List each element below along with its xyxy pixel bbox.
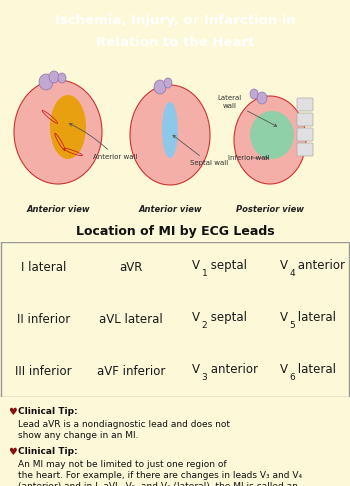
Ellipse shape — [250, 89, 258, 99]
Text: 2: 2 — [202, 321, 207, 330]
Text: Relation to the Heart: Relation to the Heart — [96, 36, 254, 50]
Text: Clinical Tip:: Clinical Tip: — [18, 447, 78, 456]
Text: V: V — [279, 363, 287, 376]
Text: anterior: anterior — [294, 260, 345, 272]
Text: septal: septal — [207, 311, 247, 324]
Text: Posterior view: Posterior view — [236, 206, 304, 214]
Text: 3: 3 — [202, 372, 208, 382]
Ellipse shape — [50, 95, 86, 159]
Text: Ischemia, Injury, or Infarction in: Ischemia, Injury, or Infarction in — [55, 15, 295, 27]
Text: V: V — [192, 260, 200, 272]
Text: anterior: anterior — [207, 363, 258, 376]
Text: (anterior) and in I, aVL, V₅, and V₆ (lateral), the MI is called an: (anterior) and in I, aVL, V₅, and V₆ (la… — [18, 482, 298, 486]
Text: 1: 1 — [202, 269, 208, 278]
Text: V: V — [192, 363, 200, 376]
Ellipse shape — [162, 102, 178, 158]
Text: Location of MI by ECG Leads: Location of MI by ECG Leads — [76, 225, 274, 238]
Ellipse shape — [250, 111, 294, 159]
Text: 6: 6 — [289, 372, 295, 382]
Ellipse shape — [58, 73, 66, 83]
Ellipse shape — [49, 71, 59, 83]
Ellipse shape — [14, 80, 102, 184]
Text: Anterior view: Anterior view — [26, 206, 90, 214]
Text: V: V — [279, 311, 287, 324]
FancyBboxPatch shape — [297, 143, 313, 156]
Text: ♥: ♥ — [8, 407, 17, 417]
FancyBboxPatch shape — [297, 98, 313, 111]
Text: Inferior wall: Inferior wall — [228, 155, 270, 161]
Ellipse shape — [164, 78, 172, 88]
Ellipse shape — [234, 96, 306, 184]
Text: lateral: lateral — [294, 363, 336, 376]
Ellipse shape — [154, 80, 166, 94]
Ellipse shape — [130, 85, 210, 185]
Text: aVL lateral: aVL lateral — [99, 313, 163, 326]
Text: An MI may not be limited to just one region of: An MI may not be limited to just one reg… — [18, 460, 227, 469]
Text: lateral: lateral — [294, 311, 336, 324]
Text: aVF inferior: aVF inferior — [97, 364, 166, 378]
Text: the heart. For example, if there are changes in leads V₃ and V₄: the heart. For example, if there are cha… — [18, 471, 302, 480]
Text: septal: septal — [207, 260, 247, 272]
Text: Clinical Tip:: Clinical Tip: — [18, 407, 78, 416]
FancyBboxPatch shape — [297, 128, 313, 141]
Ellipse shape — [257, 92, 267, 104]
Text: Lateral
wall: Lateral wall — [218, 96, 277, 126]
FancyBboxPatch shape — [297, 113, 313, 126]
Text: I lateral: I lateral — [21, 261, 66, 274]
Text: ♥: ♥ — [8, 447, 17, 457]
Text: II inferior: II inferior — [17, 313, 70, 326]
Text: 4: 4 — [289, 269, 295, 278]
Text: show any change in an MI.: show any change in an MI. — [18, 431, 139, 440]
Text: V: V — [279, 260, 287, 272]
Text: V: V — [192, 311, 200, 324]
Text: Septal wall: Septal wall — [173, 135, 228, 166]
Text: III inferior: III inferior — [15, 364, 72, 378]
Text: 5: 5 — [289, 321, 295, 330]
Text: Anterior wall: Anterior wall — [69, 123, 138, 160]
Text: aVR: aVR — [120, 261, 143, 274]
Text: Lead aVR is a nondiagnostic lead and does not: Lead aVR is a nondiagnostic lead and doe… — [18, 420, 230, 429]
Text: Anterior view: Anterior view — [138, 206, 202, 214]
Ellipse shape — [39, 74, 53, 90]
